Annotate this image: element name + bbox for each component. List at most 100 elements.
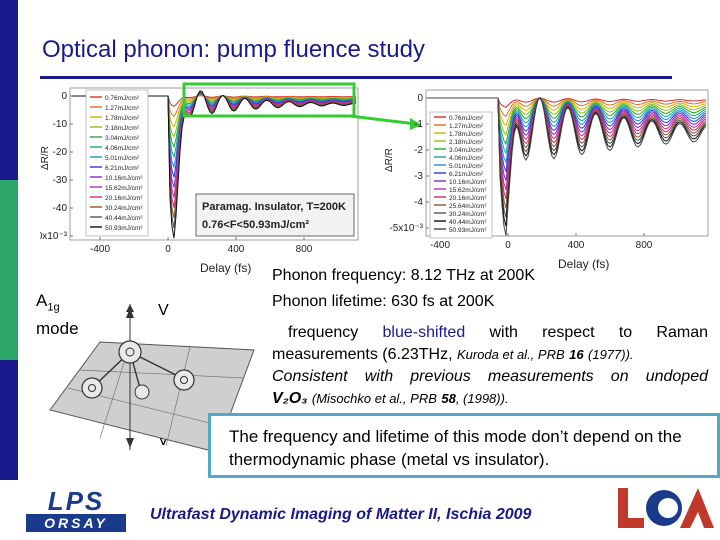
lps-logo-bottom: ORSAY [44, 515, 108, 531]
right-legend-entry: 30.24mJ/cm² [449, 211, 487, 218]
left-legend-entry: 3.04mJ/cm² [105, 135, 140, 142]
blueshift-post: with respect to Raman [489, 324, 708, 341]
conference-footer: Ultrafast Dynamic Imaging of Matter II, … [150, 506, 532, 523]
right-xtick-label: 400 [568, 240, 585, 251]
raman-measurement: measurements (6.23THz, [272, 346, 453, 363]
left-xtick-label: -400 [90, 244, 110, 255]
mode-subscript: 1g [47, 301, 60, 314]
phonon-lifetime: Phonon lifetime: 630 fs at 200K [272, 293, 495, 310]
consistency-line: Consistent with previous measurements on… [272, 368, 708, 385]
lca-logo-text: LCA [665, 528, 667, 531]
right-legend-entry: 50.93mJ/cm² [449, 227, 487, 234]
misochko-line: V₂O₃ (Misochko et al., PRB 58, (1998)). [272, 388, 509, 410]
zoom-arrow [349, 114, 417, 126]
right-xtick-label: -400 [430, 240, 450, 251]
right-legend-entry: 10.16mJ/cm² [449, 179, 487, 186]
left-legend-entry: 2.18mJ/cm² [105, 125, 140, 132]
left-legend-entry: 10.16mJ/cm² [105, 175, 143, 182]
lca-logo: LCA [618, 488, 714, 531]
misochko-year: , (1998)). [455, 391, 509, 406]
right-legend-entry: 15.62mJ/cm² [449, 187, 487, 194]
right-ytick-label: -4 [414, 197, 423, 208]
left-legend-entry: 15.62mJ/cm² [105, 185, 143, 192]
mode-schematic [49, 304, 255, 453]
vanadium-atom [118, 340, 142, 364]
left-legend-entry: 4.06mJ/cm² [105, 145, 140, 152]
right-legend-entry: 0.76mJ/cm² [449, 115, 484, 122]
left-ytick-label: -40 [53, 203, 68, 214]
left-annotation-line1: Paramag. Insulator, T=200K [202, 201, 346, 213]
right-legend-entry: 2.18mJ/cm² [449, 139, 484, 146]
zoom-arrowhead [410, 118, 422, 130]
right-legend-entry: 1.27mJ/cm² [449, 123, 484, 130]
right-legend-entry: 1.78mJ/cm² [449, 131, 484, 138]
blueshift-line: frequency blue-shifted with respect to R… [288, 322, 708, 344]
oxygen-plane [49, 341, 255, 453]
right-legend-entry: 6.21mJ/cm² [449, 171, 484, 178]
kuroda-year: (1977)). [588, 347, 634, 362]
right-xtick-label: 800 [636, 240, 653, 251]
right-legend-entry: 3.04mJ/cm² [449, 147, 484, 154]
blueshift-highlight: blue-shifted [382, 324, 466, 341]
left-legend-entry: 1.78mJ/cm² [105, 115, 140, 122]
right-legend-entry: 5.01mJ/cm² [449, 163, 484, 170]
right-ytick-label: -2 [414, 145, 423, 156]
left-ytick-label: -30 [53, 175, 68, 186]
left-ytick-label: -20 [53, 147, 68, 158]
left-ytick-label: 0 [61, 91, 67, 102]
left-legend-entry: 50.93mJ/cm² [105, 225, 143, 232]
vanadium-top-label: V [158, 302, 169, 319]
right-plot-ylabel: ΔR/R [384, 148, 395, 172]
left-plot-ylabel: ΔR/R [40, 146, 51, 170]
right-legend-entry: 4.06mJ/cm² [449, 155, 484, 162]
kuroda-citation: Kuroda et al., PRB [456, 347, 565, 362]
right-legend-entry: 20.16mJ/cm² [449, 195, 487, 202]
left-plot-xlabel: Delay (fs) [200, 261, 251, 275]
left-ytick-label: -10 [53, 119, 68, 130]
left-legend-entry: 40.44mJ/cm² [105, 215, 143, 222]
lps-orsay-logo: LPS ORSAY [22, 484, 130, 534]
left-legend-entry: 6.21mJ/cm² [105, 165, 140, 172]
blueshift-pre: frequency [288, 324, 359, 341]
right-fluence-plot: 0 -1 -2 -3 -4 -5x10⁻³ -400 0 400 800 ΔR/R 0.76mJ… [384, 89, 709, 271]
left-annotation-line2: 0.76<F<50.93mJ/cm² [202, 219, 309, 231]
oxygen-atom [134, 384, 150, 400]
accent-stripe-bottom [0, 360, 18, 480]
conclusion-callout: The frequency and lifetime of this mode … [208, 413, 720, 478]
title-underline [40, 76, 672, 79]
right-legend-entry: 40.44mJ/cm² [449, 219, 487, 226]
oxygen-atom [81, 377, 103, 399]
left-legend-entry: 1.27mJ/cm² [105, 105, 140, 112]
left-xtick-label: 800 [296, 244, 313, 255]
mode-symbol: A [36, 291, 48, 310]
mode-word: mode [36, 319, 79, 339]
vanadium-bottom-label: V [158, 432, 169, 449]
misochko-volume: 58 [441, 391, 456, 406]
misochko-citation: (Misochko et al., PRB [311, 391, 437, 406]
left-legend-entry: 30.24mJ/cm² [105, 205, 143, 212]
left-ytick-label: -50x10⁻³ [40, 231, 68, 242]
left-legend-entry: 0.76mJ/cm² [105, 95, 140, 102]
accent-stripe-middle [0, 180, 18, 360]
left-fluence-plot: 0 -10 -20 -30 -40 -50x10⁻³ -400 0 400 800 ΔR/R 0… [40, 87, 359, 275]
left-xtick-label: 0 [165, 244, 171, 255]
oxygen-atom [173, 369, 195, 391]
right-plot-xlabel: Delay (fs) [558, 257, 609, 271]
zoom-highlight-box [182, 82, 356, 118]
right-legend-entry: 25.64mJ/cm² [449, 203, 487, 210]
right-ytick-label: 0 [417, 93, 423, 104]
left-legend-box [85, 89, 149, 237]
right-ytick-label: -3 [414, 171, 423, 182]
lps-logo-top: LPS [48, 486, 105, 516]
right-xtick-label: 0 [505, 240, 511, 251]
right-fluence-curve [428, 97, 707, 236]
phonon-frequency: Phonon frequency: 8.12 THz at 200K [272, 267, 535, 284]
left-legend-entry: 5.01mJ/cm² [105, 155, 140, 162]
slide-title: Optical phonon: pump fluence study [42, 36, 425, 63]
zoom-indicator [182, 82, 422, 130]
left-annotation-box [195, 193, 355, 237]
right-ytick-label: -1 [414, 119, 423, 130]
right-ytick-label: -5x10⁻³ [389, 223, 423, 234]
raman-reference-line: measurements (6.23THz, Kuroda et al., PR… [272, 344, 708, 366]
left-xtick-label: 400 [228, 244, 245, 255]
